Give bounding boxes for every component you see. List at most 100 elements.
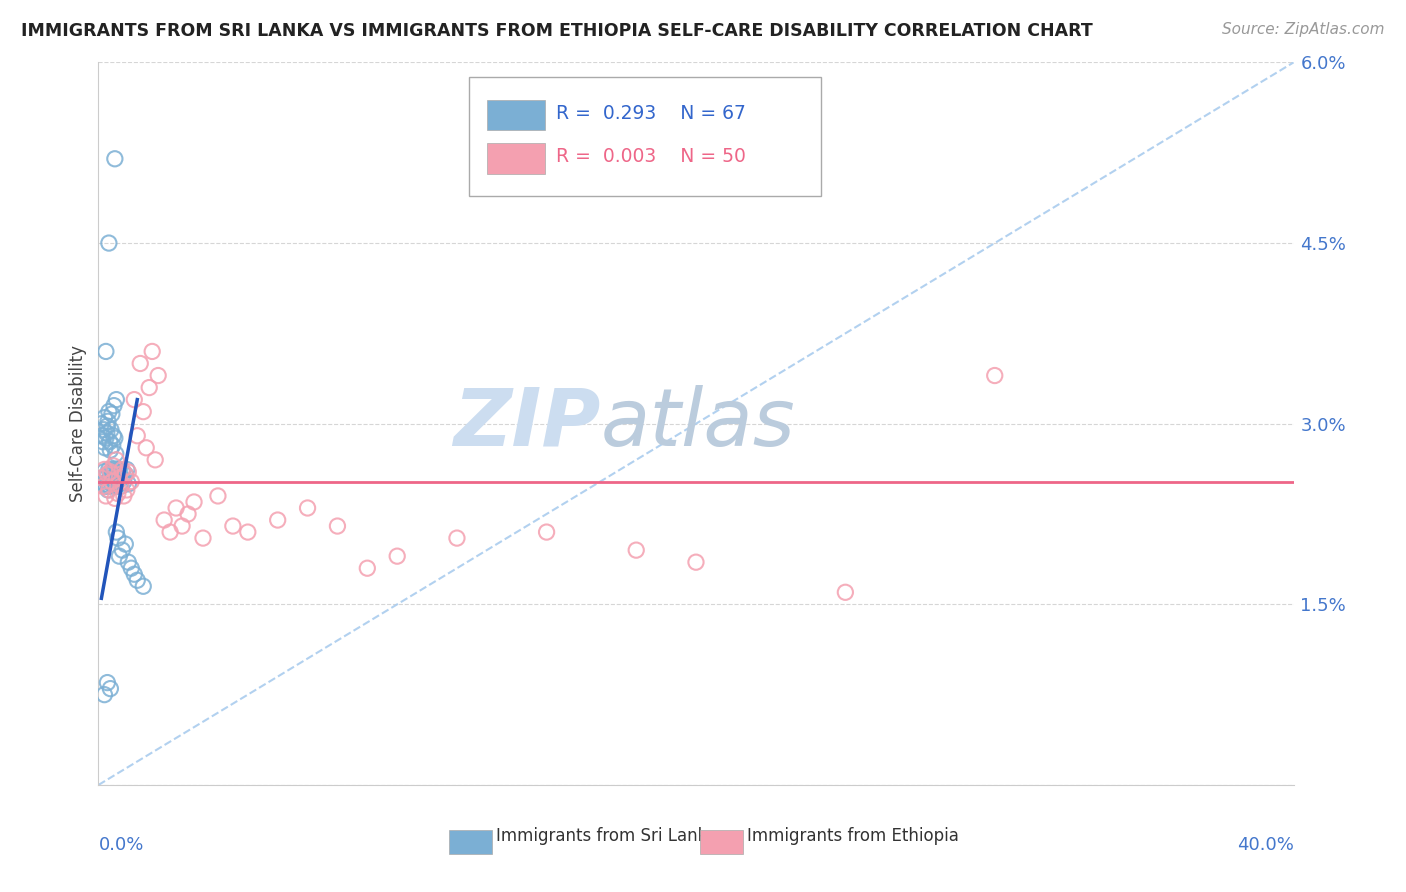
Point xyxy=(94,479,117,493)
Text: 0.0%: 0.0% xyxy=(98,836,143,854)
Point xyxy=(267,513,290,527)
Point xyxy=(117,476,139,491)
Point xyxy=(103,458,125,473)
Point xyxy=(96,419,118,434)
Point xyxy=(96,675,118,690)
Point xyxy=(117,465,139,479)
Y-axis label: Self-Care Disability: Self-Care Disability xyxy=(69,345,87,502)
Point xyxy=(385,549,409,564)
Point xyxy=(834,585,856,599)
Point xyxy=(108,462,131,476)
Point xyxy=(101,475,124,489)
Point xyxy=(107,531,129,545)
Point xyxy=(96,426,118,441)
Point xyxy=(98,479,121,493)
Point xyxy=(101,438,124,452)
Point xyxy=(111,462,134,476)
Point xyxy=(104,476,127,491)
Point xyxy=(97,414,120,428)
Point xyxy=(111,471,134,485)
Point xyxy=(93,410,115,425)
Point xyxy=(94,476,117,491)
Point xyxy=(98,465,122,479)
Point xyxy=(127,573,149,587)
Text: atlas: atlas xyxy=(600,384,796,463)
Point xyxy=(94,441,117,455)
Point xyxy=(222,519,245,533)
Point xyxy=(96,475,118,489)
Point xyxy=(105,475,128,489)
Point xyxy=(97,404,120,418)
FancyBboxPatch shape xyxy=(470,77,821,196)
Point xyxy=(124,567,146,582)
Point xyxy=(191,531,214,545)
Point xyxy=(132,404,155,418)
Point xyxy=(90,417,112,431)
Point xyxy=(132,579,155,593)
Point xyxy=(105,465,128,479)
Point xyxy=(94,489,117,503)
Point xyxy=(165,501,187,516)
Point xyxy=(105,524,128,539)
Point xyxy=(104,431,127,445)
Point xyxy=(107,471,129,485)
Point xyxy=(536,524,558,539)
Point xyxy=(143,452,166,467)
Point xyxy=(104,479,127,493)
Point xyxy=(104,491,127,506)
Point xyxy=(93,462,115,476)
Text: Immigrants from Sri Lanka: Immigrants from Sri Lanka xyxy=(496,827,717,846)
Point xyxy=(98,471,122,485)
Point xyxy=(135,441,157,455)
Point xyxy=(129,356,152,371)
FancyBboxPatch shape xyxy=(449,830,492,854)
Point xyxy=(103,462,125,476)
Point xyxy=(101,467,124,482)
Point xyxy=(984,368,1007,383)
Point xyxy=(97,483,120,497)
Point xyxy=(90,471,112,485)
Point xyxy=(100,465,122,479)
Point xyxy=(103,399,125,413)
Point xyxy=(93,688,115,702)
Point xyxy=(177,507,200,521)
Point xyxy=(148,368,170,383)
Point xyxy=(138,380,160,394)
Point xyxy=(103,471,125,485)
Text: R =  0.293    N = 67: R = 0.293 N = 67 xyxy=(557,103,747,122)
Point xyxy=(94,344,117,359)
Point xyxy=(97,235,120,250)
Point xyxy=(112,475,135,489)
Point xyxy=(685,555,707,569)
Point xyxy=(91,428,114,442)
Point xyxy=(104,152,127,166)
Text: 40.0%: 40.0% xyxy=(1237,836,1294,854)
Point xyxy=(297,501,319,516)
Point xyxy=(159,524,181,539)
Point xyxy=(110,479,132,493)
Point xyxy=(98,434,121,449)
Point xyxy=(120,561,142,575)
Point xyxy=(108,471,131,485)
Point xyxy=(183,495,205,509)
Point xyxy=(107,486,129,500)
Point xyxy=(94,431,117,445)
Text: Immigrants from Ethiopia: Immigrants from Ethiopia xyxy=(748,827,959,846)
Point xyxy=(108,476,131,491)
Point xyxy=(114,537,136,551)
Point xyxy=(111,465,134,479)
Point xyxy=(172,519,194,533)
Text: R =  0.003    N = 50: R = 0.003 N = 50 xyxy=(557,147,747,166)
Point xyxy=(124,392,146,407)
Text: Source: ZipAtlas.com: Source: ZipAtlas.com xyxy=(1222,22,1385,37)
Point xyxy=(115,462,138,476)
Point xyxy=(104,447,127,461)
Point xyxy=(101,407,124,421)
Point xyxy=(93,423,115,437)
Point xyxy=(111,543,134,558)
Point xyxy=(114,467,136,482)
Text: ZIP: ZIP xyxy=(453,384,600,463)
Point xyxy=(96,467,118,482)
Point xyxy=(91,434,114,449)
Point xyxy=(96,467,118,482)
